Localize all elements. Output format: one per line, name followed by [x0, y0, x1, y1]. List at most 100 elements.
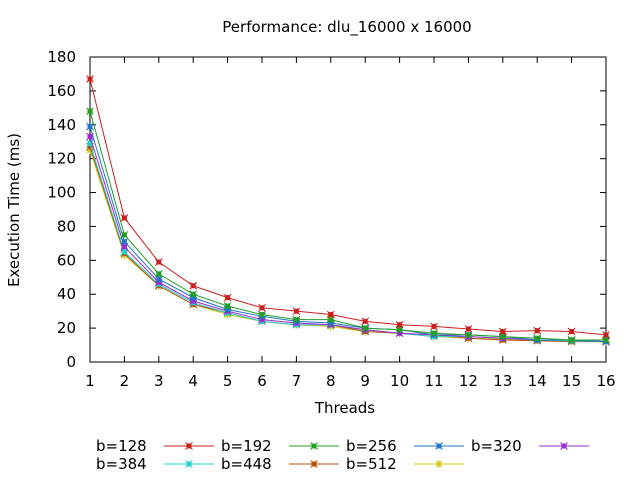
data-point: [120, 214, 129, 222]
legend-label: b=192: [221, 437, 272, 455]
chart-title: Performance: dlu_16000 x 16000: [222, 18, 471, 37]
y-tick-label: 140: [47, 116, 76, 134]
legend-item: b=192: [221, 437, 339, 455]
marker-stroke: [185, 460, 193, 468]
y-tick-label: 100: [47, 184, 76, 202]
x-tick-label: 16: [596, 372, 615, 390]
data-point: [395, 320, 404, 329]
marker-stroke: [154, 270, 163, 278]
data-point: [567, 327, 576, 336]
legend-item: b=256: [346, 437, 464, 455]
legend-swatch-marker: [185, 442, 193, 450]
x-tick-label: 4: [188, 372, 198, 390]
marker-stroke: [567, 327, 576, 336]
data-point: [464, 325, 473, 333]
y-tick-label: 180: [47, 48, 76, 66]
marker-stroke: [120, 214, 129, 222]
marker-stroke: [154, 258, 163, 266]
data-point: [361, 324, 370, 332]
series-line: [89, 126, 607, 343]
marker-stroke: [258, 310, 266, 319]
data-point: [86, 122, 94, 131]
x-tick-label: 14: [528, 372, 547, 390]
x-tick-label: 11: [424, 372, 443, 390]
y-tick-label: 160: [47, 82, 76, 100]
marker-stroke: [430, 322, 438, 331]
marker-stroke: [498, 327, 507, 336]
x-tick-label: 15: [562, 372, 581, 390]
data-point: [498, 327, 507, 336]
x-tick-label: 2: [120, 372, 130, 390]
marker-stroke: [86, 107, 94, 116]
x-tick-label: 8: [326, 372, 336, 390]
legend-item: b=128: [96, 437, 214, 455]
legend-item: b=320: [471, 437, 589, 455]
x-tick-label: 1: [85, 372, 95, 390]
legend: b=128 b=192 b=256 b=320 b=384 b=448 b=512: [96, 437, 589, 473]
series-layer: [86, 75, 610, 346]
data-point: [223, 302, 232, 310]
data-point: [533, 334, 542, 343]
x-axis-label: Threads: [314, 399, 375, 417]
series-b-192: [86, 107, 610, 344]
marker-stroke: [435, 460, 443, 468]
marker-stroke: [560, 442, 568, 450]
marker-stroke: [189, 281, 198, 290]
marker-stroke: [86, 139, 94, 148]
y-axis: 0 20 40 60 80 100 120 140 160 180: [47, 48, 606, 371]
x-tick-label: 10: [390, 372, 409, 390]
x-tick-label: 13: [493, 372, 512, 390]
data-point: [258, 303, 266, 312]
legend-swatch-marker: [435, 460, 443, 468]
legend-swatch-marker: [310, 460, 318, 468]
data-point: [86, 75, 94, 83]
marker-stroke: [602, 331, 610, 339]
marker-stroke: [567, 336, 576, 344]
marker-stroke: [258, 303, 266, 312]
data-point: [567, 336, 576, 344]
legend-swatch-marker: [185, 460, 193, 468]
x-tick-label: 3: [154, 372, 164, 390]
data-point: [326, 310, 335, 319]
data-point: [602, 331, 610, 339]
data-point: [223, 293, 232, 302]
legend-swatch-marker: [310, 442, 318, 450]
series-b-128: [86, 75, 610, 339]
data-point: [430, 322, 438, 331]
y-tick-label: 20: [57, 319, 76, 337]
data-point: [292, 315, 301, 324]
marker-stroke: [310, 442, 318, 450]
marker-stroke: [120, 237, 129, 246]
legend-label: b=320: [471, 437, 522, 455]
marker-stroke: [326, 310, 335, 319]
x-tick-label: 12: [459, 372, 478, 390]
marker-stroke: [185, 442, 193, 450]
y-tick-label: 40: [57, 285, 76, 303]
y-tick-label: 60: [57, 251, 76, 269]
legend-item: b=512: [346, 455, 464, 473]
data-point: [533, 326, 542, 335]
marker-stroke: [189, 290, 198, 299]
series-line: [89, 78, 607, 336]
marker-stroke: [223, 293, 232, 302]
plot-frame: [89, 56, 607, 363]
marker-stroke: [310, 460, 318, 468]
x-axis: 1 2 3 4 5 6 7 8 9 10 11 12 13 14 15 16: [85, 57, 616, 390]
marker-stroke: [533, 334, 542, 343]
y-tick-label: 0: [66, 353, 76, 371]
data-point: [189, 281, 198, 290]
marker-stroke: [361, 317, 370, 326]
data-point: [120, 231, 129, 239]
marker-stroke: [223, 302, 232, 310]
marker-stroke: [361, 324, 370, 332]
marker-stroke: [430, 329, 438, 338]
marker-stroke: [86, 122, 94, 131]
data-point: [154, 270, 163, 278]
x-tick-label: 7: [292, 372, 302, 390]
data-point: [189, 290, 198, 299]
x-tick-label: 9: [360, 372, 370, 390]
data-point: [258, 310, 266, 319]
series-line: [89, 111, 606, 341]
